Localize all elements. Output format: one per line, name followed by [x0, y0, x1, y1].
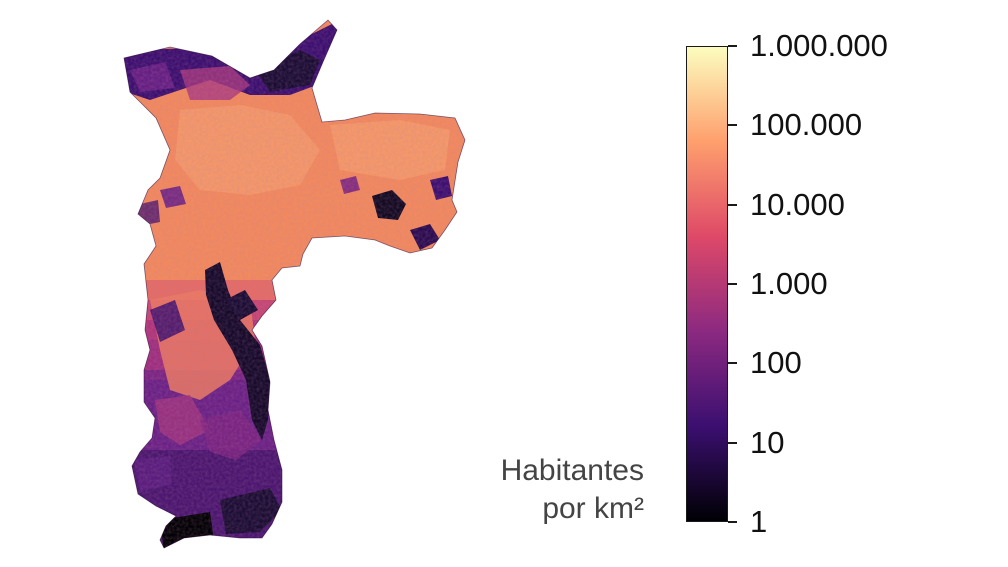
colorbar-tick-label: 1: [750, 504, 768, 539]
colorbar: [686, 46, 728, 522]
city-districts: [124, 20, 465, 548]
colorbar-tick-mark: [728, 521, 737, 523]
colorbar-tick-label: 1.000: [750, 266, 828, 301]
colorbar-tick-mark: [728, 283, 737, 285]
city-outline: [123, 19, 466, 549]
colorbar-tick-mark: [728, 45, 737, 47]
colorbar-tick-label: 10: [750, 424, 785, 460]
colorbar-tick-mark: [728, 441, 737, 444]
colorbar-tick-label: 100.000: [750, 107, 863, 143]
colorbar-tick-label: 10.000: [750, 186, 845, 222]
colorbar-tick-label: 1.000.000: [750, 28, 888, 63]
colorbar-tick-label: 100: [750, 345, 802, 381]
colorbar-tick-mark: [728, 203, 737, 206]
legend-title-line2: por km²: [542, 492, 644, 525]
colorbar-tick-mark: [728, 124, 737, 127]
legend-title: Habitantes por km²: [501, 452, 644, 528]
colorbar-tick-mark: [728, 362, 737, 365]
legend-title-line1: Habitantes: [500, 454, 644, 487]
